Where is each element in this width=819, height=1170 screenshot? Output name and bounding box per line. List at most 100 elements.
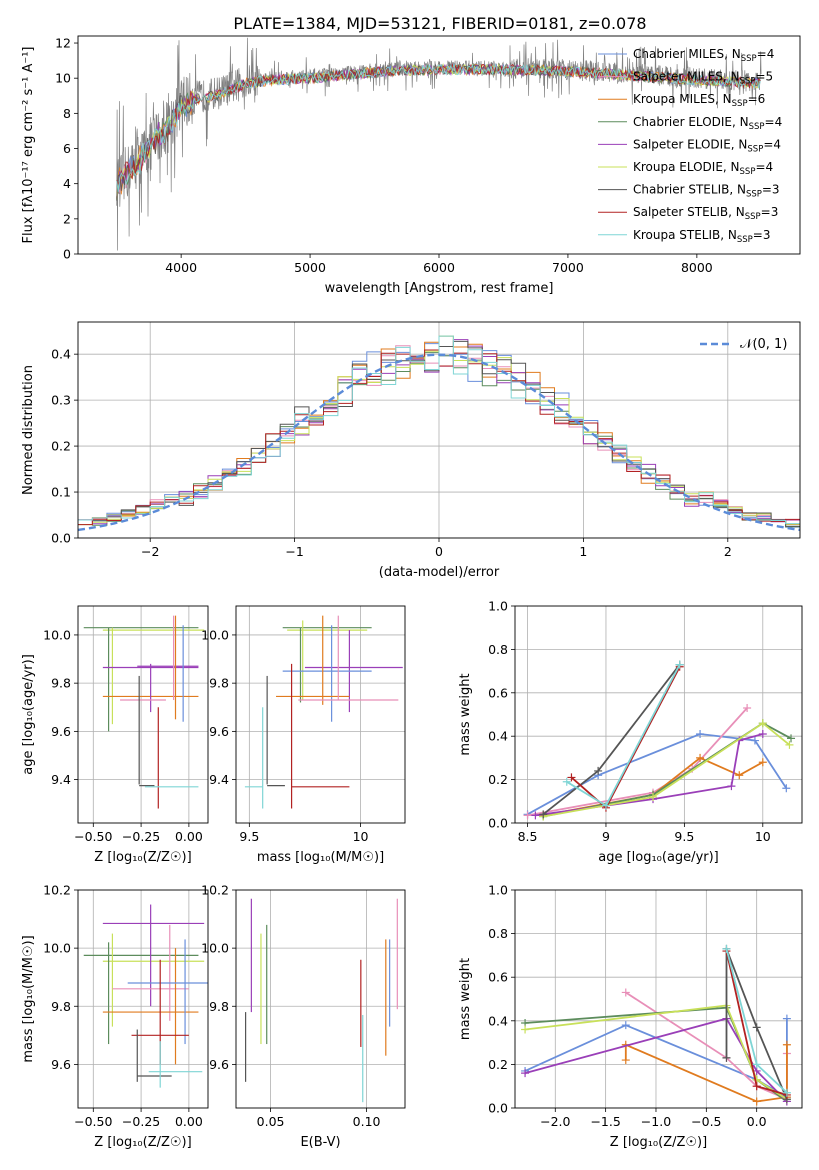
y-axis-label: Flux [fλ10⁻¹⁷ erg cm⁻² s⁻¹ A⁻¹] [21, 47, 36, 244]
weight-point [539, 810, 548, 819]
y-tick-label: 1.0 [488, 883, 508, 898]
weight-series-line [524, 1004, 788, 1101]
weight-point [758, 719, 767, 728]
weight-series-line [543, 722, 792, 818]
x-tick-label: −1.0 [641, 1114, 671, 1129]
x-tick-label: −0.50 [74, 1114, 112, 1129]
weight-point [594, 766, 603, 775]
y-axis-label: mass weight [458, 958, 473, 1040]
x-tick-label: 6000 [423, 260, 455, 275]
x-tick-label: −0.25 [122, 829, 160, 844]
y-tick-label: 9.8 [51, 676, 71, 691]
y-tick-label: 12 [55, 36, 71, 51]
legend-entry: Salpeter STELIB, NSSP=3 [633, 205, 778, 222]
y-tick-label: 10 [55, 71, 71, 86]
data-spectrum-line [116, 37, 762, 251]
weight-point [722, 944, 731, 953]
plot-area-mass-vs-EBV [236, 890, 405, 1108]
axes-frame [77, 605, 209, 824]
x-tick-label: 0 [435, 544, 443, 559]
weight-point [735, 771, 744, 780]
y-tick-label: 0.4 [488, 729, 508, 744]
legend-entry: Salpeter MILES, NSSP=5 [633, 70, 773, 87]
legend-entry: Salpeter ELODIE, NSSP=4 [633, 137, 781, 154]
weight-point [531, 811, 540, 820]
x-tick-label: −0.25 [122, 1114, 160, 1129]
x-tick-label: 0.05 [257, 1114, 285, 1129]
weight-point [782, 1014, 791, 1023]
x-tick-label: 7000 [552, 260, 584, 275]
panel-mass-vs-EBV: 0.05 0.10 9.6 9.8 10.0 10.2 E(B-V) [201, 883, 406, 1150]
y-tick-label: 10.2 [201, 883, 229, 898]
y-axis-label: Normed distribution [21, 365, 36, 495]
x-tick-label: 0.10 [353, 1114, 381, 1129]
weight-point [562, 777, 571, 786]
weight-point [750, 736, 759, 745]
y-tick-label: 0.6 [488, 970, 508, 985]
x-tick-label: 1 [579, 544, 587, 559]
weight-point [787, 734, 796, 743]
y-tick-label: 0.4 [488, 1013, 508, 1028]
model-spectrum-line [116, 62, 761, 199]
weight-point [752, 1060, 761, 1069]
y-tick-label: 0.0 [488, 816, 508, 831]
x-tick-label: 9.5 [239, 829, 259, 844]
y-tick-label: 9.6 [209, 724, 229, 739]
plot-area-age-vs-mass [236, 606, 405, 823]
axes-frame [77, 321, 801, 539]
axes-frame [77, 35, 801, 255]
plot-area-mass-vs-Z [78, 890, 208, 1108]
y-axis-label: age [log₁₀(age/yr)] [21, 654, 36, 775]
y-tick-label: 9.8 [51, 999, 71, 1014]
y-tick-label: 0.3 [51, 393, 71, 408]
x-tick-label: 5000 [294, 260, 326, 275]
x-tick-label: 8.5 [518, 829, 538, 844]
y-axis-label: mass weight [458, 673, 473, 755]
panel-mass-vs-Z: −0.50 −0.25 0.00 9.6 9.8 10.0 10.2 Z [log₁₀(Z/Z… [21, 883, 209, 1150]
y-tick-label: 2 [63, 211, 71, 226]
plot-area-mass-weight-vs-age [515, 606, 802, 823]
y-tick-label: 10.0 [43, 627, 71, 642]
y-tick-label: 9.8 [209, 999, 229, 1014]
y-tick-label: 0.0 [51, 531, 71, 546]
model-spectrum-line [116, 62, 761, 198]
weight-point [621, 1056, 630, 1065]
model-spectrum-line [116, 63, 761, 201]
x-axis-label: wavelength [Angstrom, rest frame] [325, 281, 554, 296]
normal-curve [78, 353, 800, 532]
weight-point [696, 753, 705, 762]
y-tick-label: 9.4 [209, 772, 229, 787]
x-tick-label: 2 [724, 544, 732, 559]
weight-point [649, 792, 658, 801]
axes-frame [77, 889, 209, 1109]
x-tick-label: 0.00 [175, 1114, 203, 1129]
y-tick-label: 0.2 [488, 772, 508, 787]
y-tick-label: 0.6 [488, 685, 508, 700]
x-tick-label: −2.0 [540, 1114, 570, 1129]
weight-point [567, 773, 576, 782]
legend-entry: Chabrier MILES, NSSP=4 [633, 47, 774, 64]
x-axis-label: (data-model)/error [379, 565, 500, 580]
panel-spectrum: 4000 5000 6000 7000 8000 0 2 4 6 8 10 12 wavelength … [21, 35, 801, 296]
legend-entry: Kroupa STELIB, NSSP=3 [633, 228, 771, 245]
weight-point [696, 730, 705, 739]
x-axis-label: age [log₁₀(age/yr)] [598, 850, 719, 865]
y-tick-label: 4 [63, 176, 71, 191]
y-tick-label: 0.4 [51, 347, 71, 362]
x-tick-label: −0.50 [74, 829, 112, 844]
plot-area-spectrum [116, 37, 762, 251]
plot-area-residuals [78, 322, 800, 538]
x-tick-label: 10 [353, 829, 369, 844]
weight-point [722, 1053, 731, 1062]
x-tick-label: 8000 [681, 260, 713, 275]
weight-point [521, 1025, 530, 1034]
x-tick-label: 10 [755, 829, 771, 844]
weight-point [743, 703, 752, 712]
y-tick-label: 9.6 [209, 1057, 229, 1072]
x-tick-label: −1.5 [590, 1114, 620, 1129]
y-tick-label: 9.6 [51, 1057, 71, 1072]
y-tick-label: 1.0 [488, 599, 508, 614]
y-tick-label: 10.0 [43, 941, 71, 956]
weight-point [752, 1082, 761, 1091]
weight-point [601, 801, 610, 810]
